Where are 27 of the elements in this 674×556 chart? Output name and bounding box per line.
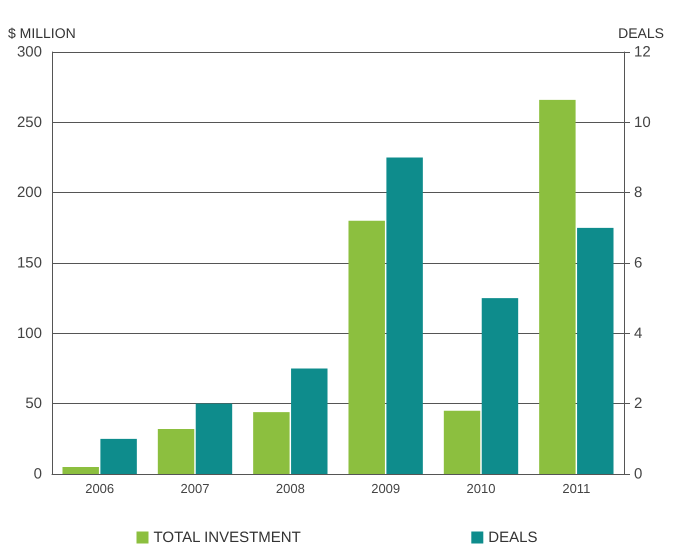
y-tick-label: 150 [16,254,42,272]
x-tick-label: 2009 [371,481,400,496]
x-tick-label: 2006 [85,481,114,496]
y-tick-label: 0 [34,466,42,482]
y2-tick-label: 6 [634,254,642,272]
y-tick-label: 50 [25,395,42,412]
y-axis-title: $ MILLION [8,25,76,41]
y2-axis-title: DEALS [618,25,664,41]
legend-label: DEALS [488,529,538,546]
bar [100,438,137,474]
bar [62,466,99,474]
x-tick-label: 2011 [562,481,590,496]
y-tick-label: 250 [16,114,42,131]
y2-tick-label: 0 [634,466,642,482]
x-tick-label: 2007 [180,481,210,496]
y2-tick-label: 4 [634,324,642,342]
x-tick-label: 2010 [466,481,496,496]
y-tick-label: 300 [16,44,42,60]
y2-tick-label: 12 [634,44,651,60]
y2-tick-label: 8 [634,184,642,202]
y-tick-label: 200 [16,184,42,202]
bar [482,298,518,474]
x-tick-label: 2008 [276,481,305,496]
y2-tick-label: 10 [634,114,651,131]
y-tick-label: 100 [16,324,42,342]
y2-tick-label: 2 [634,395,642,412]
legend-label: TOTAL INVESTMENT [154,529,301,546]
